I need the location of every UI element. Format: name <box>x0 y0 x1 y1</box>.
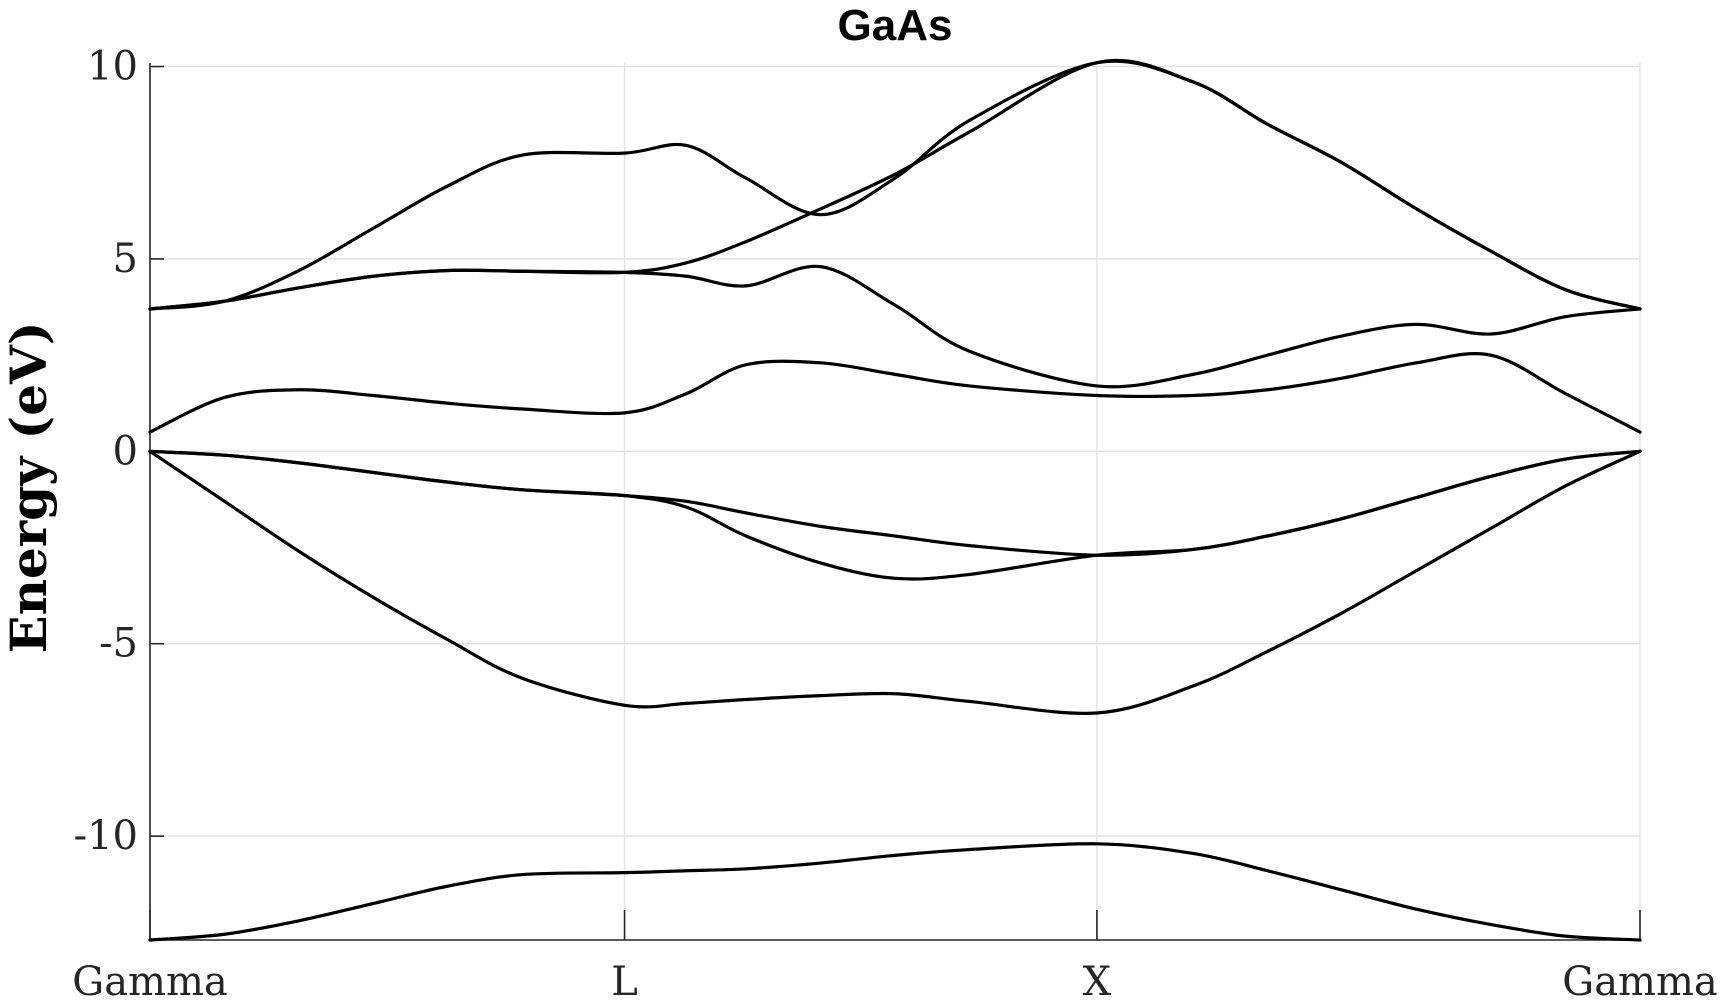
band-line-6 <box>148 264 1642 389</box>
x-tick-label: Gamma <box>1562 959 1718 1000</box>
y-tick-label: 5 <box>113 236 138 282</box>
y-tick-label: -5 <box>99 621 138 667</box>
x-tick-label: L <box>611 959 638 1000</box>
grid-lines <box>149 63 1641 940</box>
band-line-4 <box>148 449 1642 557</box>
band-lines <box>148 58 1642 942</box>
y-tick-label: 10 <box>87 44 138 90</box>
band-line-2 <box>148 449 1642 715</box>
y-tick-label: -10 <box>74 813 138 859</box>
band-line-3 <box>148 449 1642 581</box>
band-line-8 <box>148 59 1642 311</box>
band-line-1 <box>148 842 1642 942</box>
chart-title: GaAs <box>838 1 953 50</box>
x-tick-label: Gamma <box>72 959 228 1000</box>
y-tick-label: 0 <box>113 428 138 474</box>
y-axis-label: Energy (eV) <box>0 322 58 654</box>
axes <box>149 63 1641 941</box>
x-tick-label: X <box>1083 959 1112 1000</box>
band-line-5 <box>148 351 1642 434</box>
tick-labels: 10 5 0 -5 -10 Gamma L X Gamma <box>72 44 1718 1000</box>
band-line-7 <box>148 58 1642 311</box>
